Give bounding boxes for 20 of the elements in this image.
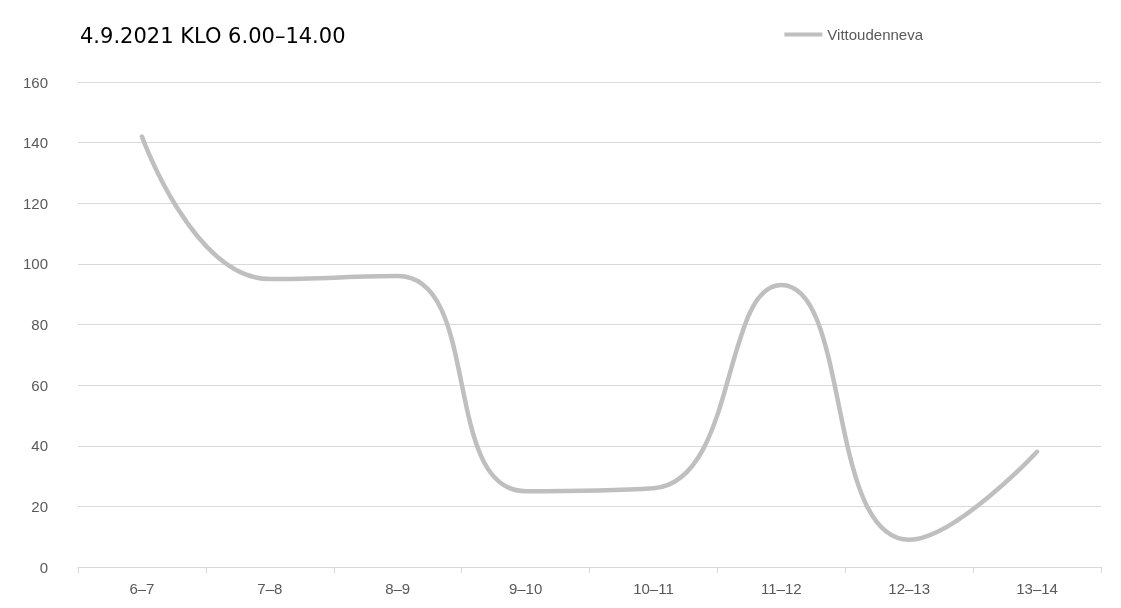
x-tick-label: 6–7 [129,580,155,597]
chart-title: 4.9.2021 KLO 6.00–14.00 [80,23,346,48]
y-tick-label: 140 [22,134,48,152]
legend-label: Vittoudenneva [827,26,924,43]
y-tick-label: 100 [22,255,48,273]
x-tick-label: 8–9 [385,580,411,597]
line-series [139,134,1040,542]
x-tick-label: 10–11 [633,580,674,597]
y-tick-label: 160 [22,73,48,91]
x-tick-label: 11–12 [761,580,802,597]
y-tick-label: 20 [31,497,48,515]
x-tick-label: 9–10 [508,580,543,597]
x-tick-label: 7–8 [257,580,283,597]
x-tick-label: 12–13 [888,580,931,597]
x-tick-label: 13–14 [1016,580,1058,597]
y-tick-label: 80 [31,316,48,333]
y-tick-label: 60 [31,376,48,394]
y-tick-label: 0 [39,558,48,576]
y-tick-label: 120 [22,194,48,212]
y-tick-label: 40 [31,437,48,455]
